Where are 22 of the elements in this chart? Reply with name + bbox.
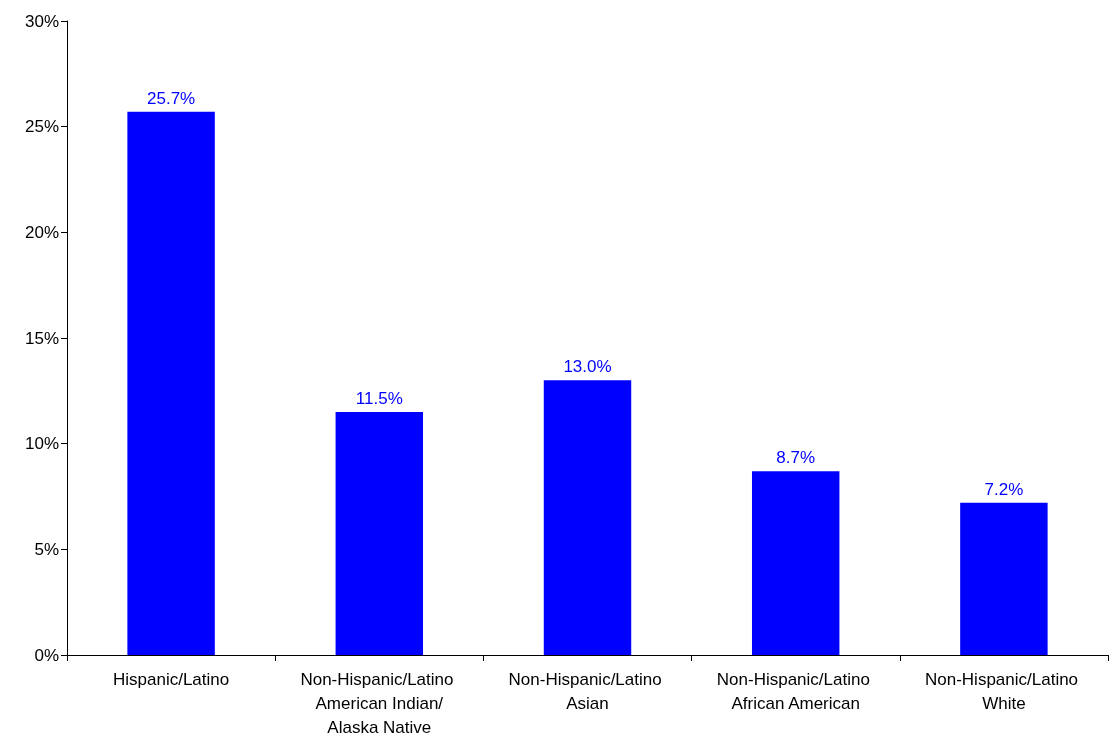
y-tick-label: 0% [34,645,59,665]
bar [960,502,1048,655]
x-tick-label: Non-Hispanic/Latino African American [716,669,875,713]
y-tick-label: 5% [34,539,59,559]
x-tick-label: Non-Hispanic/Latino American Indian/Alaska Native [300,669,459,737]
data-label: 13.0% [563,357,612,377]
x-tick-label: Non-Hispanic/Latino White [924,669,1083,713]
y-tick-label: 15% [24,328,59,348]
data-label: 7.2% [984,479,1024,499]
data-label: 11.5% [355,388,403,408]
bar [127,111,215,655]
x-tick-label: Hispanic/Latino [112,669,230,689]
data-label: 8.7% [776,448,816,468]
bar [335,411,424,655]
y-tick-label: 25% [24,117,59,137]
y-tick-label: 20% [24,222,59,242]
y-tick-label: 10% [24,434,59,454]
bar [751,471,840,655]
data-label: 25.7% [147,88,196,108]
y-tick-label: 30% [24,11,59,31]
x-tick-label: Non-Hispanic/Latino Asian [508,669,667,713]
bar [543,380,632,655]
